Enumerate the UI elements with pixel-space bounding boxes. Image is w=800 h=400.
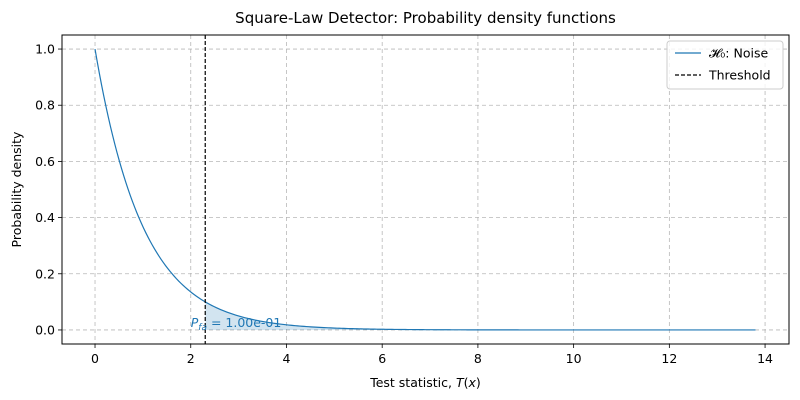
plot-frame [61, 34, 790, 345]
y-tick-label: 0.2 [35, 266, 55, 281]
x-tick-label: 6 [378, 351, 386, 366]
y-axis-label: Probability density [9, 131, 24, 247]
legend-threshold-label: Threshold [708, 68, 771, 83]
x-tick-label: 0 [91, 351, 99, 366]
pfa-subscript: fa [198, 323, 207, 333]
legend: 𝓗₀: Noise Threshold [666, 40, 784, 90]
x-tick-label: 8 [474, 351, 482, 366]
x-tick-label: 12 [661, 351, 677, 366]
y-tick-label: 0.0 [35, 322, 55, 337]
x-tick-label: 14 [757, 351, 773, 366]
x-tick-label: 10 [566, 351, 582, 366]
fill-layer [205, 301, 756, 330]
y-tick-label: 0.4 [35, 210, 55, 225]
x-tick-label: 2 [187, 351, 195, 366]
y-tick-label: 0.6 [35, 154, 55, 169]
false-alarm-region [205, 301, 756, 330]
y-ticks: 0.0 0.2 0.4 0.6 0.8 1.0 [35, 42, 62, 337]
y-tick-label: 0.8 [35, 98, 55, 113]
x-tick-label: 4 [282, 351, 290, 366]
x-axis-label: Test statistic, T(x) [369, 375, 481, 390]
legend-series-label: 𝓗₀: Noise [709, 46, 768, 61]
x-ticks: 0 2 4 6 8 10 12 14 [91, 344, 773, 366]
chart-title: Square-Law Detector: Probability density… [235, 9, 616, 27]
pfa-symbol: P [191, 315, 199, 330]
pfa-annotation: Pfa = 1.00e-01 [191, 315, 282, 333]
y-tick-label: 1.0 [35, 42, 55, 57]
pfa-value: = 1.00e-01 [207, 315, 281, 330]
